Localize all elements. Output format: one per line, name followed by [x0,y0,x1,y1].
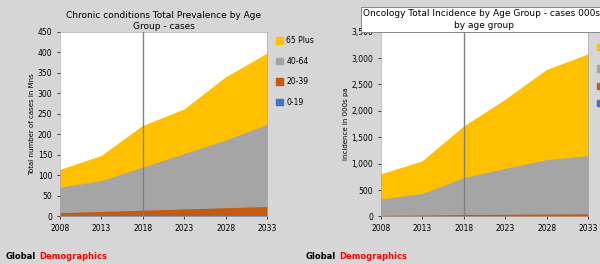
Y-axis label: Total number of cases in Mns: Total number of cases in Mns [29,73,35,175]
Title: Oncology Total Incidence by Age Group - cases 000s -
by age group: Oncology Total Incidence by Age Group - … [363,10,600,30]
Y-axis label: Incidence in 000s pa: Incidence in 000s pa [343,88,349,161]
Title: Chronic conditions Total Prevalence by Age
Group - cases: Chronic conditions Total Prevalence by A… [66,11,261,31]
Text: Global: Global [6,252,36,261]
Legend: 65 Plus, 40-64, 20-39, 0-19: 65 Plus, 40-64, 20-39, 0-19 [275,35,315,107]
Legend: 65 yrs
Plus, 40-64 yrs, 20-39 yrs, 0-19 yrs: 65 yrs Plus, 40-64 yrs, 20-39 yrs, 0-19 … [596,35,600,109]
Text: Demographics: Demographics [339,252,407,261]
Text: Demographics: Demographics [39,252,107,261]
Text: Global: Global [306,252,336,261]
